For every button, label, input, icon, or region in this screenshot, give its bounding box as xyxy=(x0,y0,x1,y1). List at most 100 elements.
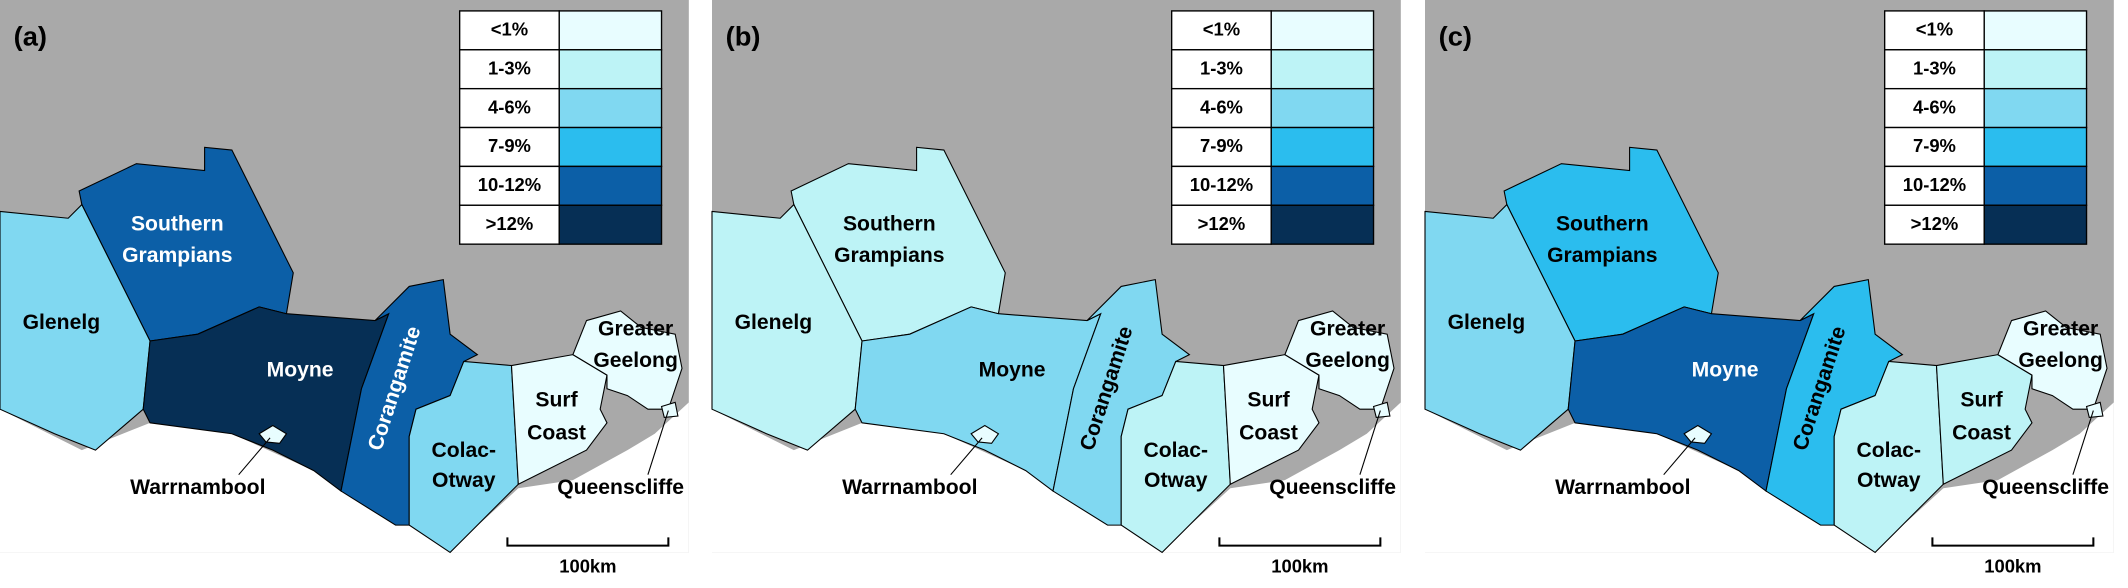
legend-swatch xyxy=(1270,126,1375,168)
region-label: Warrnambool xyxy=(130,476,265,499)
region-label: Moyne xyxy=(267,359,334,382)
leader-line xyxy=(1663,437,1696,476)
region-label: Geelong xyxy=(593,349,678,372)
legend-label: <1% xyxy=(1203,19,1240,40)
region-label: Warrnambool xyxy=(842,476,977,499)
legend-label: 4-6% xyxy=(488,96,531,117)
region-label: Moyne xyxy=(979,359,1046,382)
region-label: Queenscliffe xyxy=(1982,476,2109,499)
region-label: Surf xyxy=(1247,389,1290,412)
region-label: Grampians xyxy=(834,244,944,267)
region xyxy=(1997,310,2108,410)
region xyxy=(1284,310,1395,410)
region xyxy=(1683,424,1713,444)
legend-label: 10-12% xyxy=(478,174,541,195)
legend-label-cell xyxy=(1170,204,1272,245)
region-label: Coast xyxy=(1952,421,2011,444)
legend-label-cell xyxy=(458,165,560,206)
region-label: Colac- xyxy=(1143,439,1208,462)
legend-label: 7-9% xyxy=(488,135,531,156)
region-label: Geelong xyxy=(1305,349,1390,372)
legend-swatch xyxy=(1270,87,1375,129)
legend-swatch xyxy=(558,87,663,129)
legend-swatch xyxy=(1983,126,2088,168)
region xyxy=(408,360,519,554)
legend-label-cell xyxy=(1883,87,1985,129)
legend-label: >12% xyxy=(1911,213,1959,234)
legend-swatch xyxy=(1983,49,2088,90)
region-label: Geelong xyxy=(2018,349,2103,372)
region xyxy=(1833,360,1944,554)
legend-swatch xyxy=(558,126,663,168)
legend-swatch xyxy=(558,204,663,245)
legend-label-cell xyxy=(1883,49,1985,90)
legend-label: 4-6% xyxy=(1200,96,1243,117)
legend-swatch xyxy=(1270,49,1375,90)
legend-label: 7-9% xyxy=(1913,135,1956,156)
region-label: Otway xyxy=(432,469,496,492)
region-label: Glenelg xyxy=(23,311,100,334)
region-label: Surf xyxy=(1960,389,2003,412)
region xyxy=(970,424,1000,444)
sea xyxy=(712,402,1401,553)
region xyxy=(258,424,288,444)
panel-label: (c) xyxy=(1439,20,1472,51)
region-label: Warrnambool xyxy=(1555,476,1690,499)
scale-bar-label: 100km xyxy=(559,555,616,576)
region-label: Grampians xyxy=(1547,244,1657,267)
region-label: Surf xyxy=(535,389,578,412)
leader-line xyxy=(2072,410,2094,475)
region-label: Southern xyxy=(131,213,224,236)
region-label: Glenelg xyxy=(735,311,812,334)
legend-swatch xyxy=(558,10,663,51)
scale-bar xyxy=(1218,537,1382,547)
legend-label-cell xyxy=(458,10,560,51)
region-label: Greater xyxy=(598,318,673,341)
scale-bar xyxy=(506,537,670,547)
legend-swatch xyxy=(1983,10,2088,51)
region-label: Southern xyxy=(843,213,936,236)
leader-line xyxy=(647,410,669,475)
legend-label: 10-12% xyxy=(1190,174,1253,195)
region-label: Colac- xyxy=(431,439,496,462)
legend-swatch xyxy=(558,165,663,206)
legend-swatch xyxy=(1983,204,2088,245)
legend-label-cell xyxy=(458,204,560,245)
region-label: Glenelg xyxy=(1448,311,1525,334)
legend-label-cell xyxy=(1883,165,1985,206)
legend-label: 1-3% xyxy=(1913,57,1956,78)
legend-label-cell xyxy=(1883,126,1985,168)
region-label: Moyne xyxy=(1692,359,1759,382)
region-label: Otway xyxy=(1857,469,1921,492)
legend-swatch xyxy=(1270,204,1375,245)
region-label: Colac- xyxy=(1856,439,1921,462)
legend-label: 1-3% xyxy=(488,57,531,78)
region xyxy=(1120,360,1231,554)
region-label: Greater xyxy=(1310,318,1385,341)
region-label: Grampians xyxy=(122,244,232,267)
scale-bar-label: 100km xyxy=(1271,555,1328,576)
region-label: Southern xyxy=(1556,213,1649,236)
legend-label: 1-3% xyxy=(1200,57,1243,78)
region-label: Coast xyxy=(1239,421,1298,444)
leader-line xyxy=(1359,410,1381,475)
legend-label: <1% xyxy=(1916,19,1953,40)
region-label: Queenscliffe xyxy=(1269,476,1396,499)
scale-bar-label: 100km xyxy=(1984,555,2041,576)
region-label: Greater xyxy=(2023,318,2098,341)
legend-label: <1% xyxy=(491,19,528,40)
panel-label: (b) xyxy=(726,20,761,51)
leader-line xyxy=(238,437,271,476)
panel-label: (a) xyxy=(14,20,47,51)
region xyxy=(572,310,683,410)
legend-label-cell xyxy=(458,126,560,168)
legend-label: 7-9% xyxy=(1200,135,1243,156)
sea xyxy=(1425,402,2114,553)
region xyxy=(2085,401,2104,418)
legend-swatch xyxy=(558,49,663,90)
legend-label-cell xyxy=(1170,126,1272,168)
legend-label: >12% xyxy=(1198,213,1246,234)
